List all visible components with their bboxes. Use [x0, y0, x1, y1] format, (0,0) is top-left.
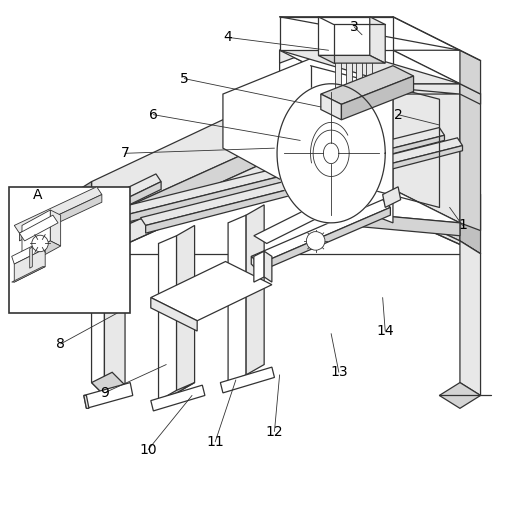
- Polygon shape: [92, 97, 460, 223]
- Polygon shape: [335, 50, 341, 99]
- Polygon shape: [460, 50, 481, 94]
- Polygon shape: [15, 187, 102, 233]
- Polygon shape: [223, 50, 393, 223]
- Polygon shape: [15, 248, 45, 282]
- Circle shape: [32, 235, 48, 252]
- Polygon shape: [76, 181, 161, 231]
- Polygon shape: [251, 200, 391, 264]
- Polygon shape: [439, 383, 481, 408]
- Polygon shape: [280, 179, 347, 225]
- Polygon shape: [92, 156, 481, 254]
- Polygon shape: [19, 195, 102, 241]
- Polygon shape: [321, 94, 341, 120]
- Polygon shape: [280, 84, 460, 94]
- Text: 1: 1: [458, 219, 467, 232]
- Polygon shape: [105, 244, 125, 395]
- Polygon shape: [12, 267, 45, 282]
- Polygon shape: [30, 247, 32, 268]
- Polygon shape: [370, 17, 385, 63]
- Text: 8: 8: [56, 337, 65, 351]
- Text: 12: 12: [266, 425, 283, 438]
- Polygon shape: [71, 174, 161, 223]
- Polygon shape: [84, 383, 133, 408]
- Polygon shape: [460, 181, 481, 254]
- Polygon shape: [280, 42, 300, 63]
- Polygon shape: [254, 208, 323, 244]
- Polygon shape: [259, 208, 391, 272]
- Polygon shape: [12, 241, 45, 264]
- Polygon shape: [318, 55, 385, 63]
- Text: 3: 3: [350, 20, 358, 34]
- Polygon shape: [159, 383, 195, 401]
- Polygon shape: [19, 215, 58, 241]
- Polygon shape: [92, 372, 125, 395]
- Polygon shape: [84, 395, 89, 408]
- Polygon shape: [264, 251, 272, 282]
- Circle shape: [307, 232, 325, 250]
- Polygon shape: [125, 135, 444, 223]
- Polygon shape: [460, 241, 481, 395]
- Polygon shape: [251, 256, 259, 272]
- Polygon shape: [280, 50, 460, 84]
- Polygon shape: [22, 210, 50, 256]
- FancyBboxPatch shape: [9, 187, 130, 313]
- Text: 7: 7: [121, 146, 130, 161]
- Polygon shape: [356, 50, 362, 99]
- Polygon shape: [177, 225, 195, 393]
- Polygon shape: [50, 210, 61, 246]
- Text: A: A: [33, 188, 42, 201]
- Polygon shape: [280, 179, 460, 223]
- Polygon shape: [92, 241, 105, 395]
- Polygon shape: [280, 50, 347, 212]
- Polygon shape: [151, 298, 197, 331]
- Polygon shape: [341, 76, 413, 120]
- Text: 2: 2: [394, 108, 402, 122]
- Polygon shape: [280, 50, 460, 84]
- Polygon shape: [22, 241, 61, 262]
- Text: 5: 5: [180, 72, 189, 86]
- Text: 11: 11: [206, 435, 224, 449]
- Polygon shape: [159, 236, 177, 401]
- Polygon shape: [228, 215, 246, 383]
- Polygon shape: [366, 50, 372, 99]
- Polygon shape: [277, 84, 385, 223]
- Text: 9: 9: [100, 386, 109, 400]
- Polygon shape: [346, 50, 352, 99]
- Polygon shape: [460, 84, 481, 231]
- Polygon shape: [151, 262, 272, 321]
- Polygon shape: [393, 50, 460, 223]
- Polygon shape: [140, 138, 463, 225]
- Text: 6: 6: [149, 108, 158, 122]
- Polygon shape: [383, 187, 401, 208]
- Text: 10: 10: [139, 442, 157, 457]
- Polygon shape: [246, 205, 264, 375]
- Polygon shape: [321, 66, 413, 105]
- Polygon shape: [71, 181, 92, 254]
- Text: 14: 14: [377, 324, 394, 338]
- Text: 13: 13: [330, 365, 348, 379]
- Polygon shape: [92, 138, 460, 241]
- Text: 4: 4: [224, 30, 233, 44]
- Polygon shape: [280, 17, 460, 50]
- Polygon shape: [120, 128, 444, 215]
- Polygon shape: [460, 84, 481, 105]
- Polygon shape: [151, 385, 205, 411]
- Polygon shape: [318, 17, 370, 55]
- Polygon shape: [146, 145, 463, 233]
- Polygon shape: [220, 367, 275, 393]
- Polygon shape: [254, 251, 264, 282]
- Polygon shape: [347, 212, 460, 236]
- Polygon shape: [280, 17, 393, 50]
